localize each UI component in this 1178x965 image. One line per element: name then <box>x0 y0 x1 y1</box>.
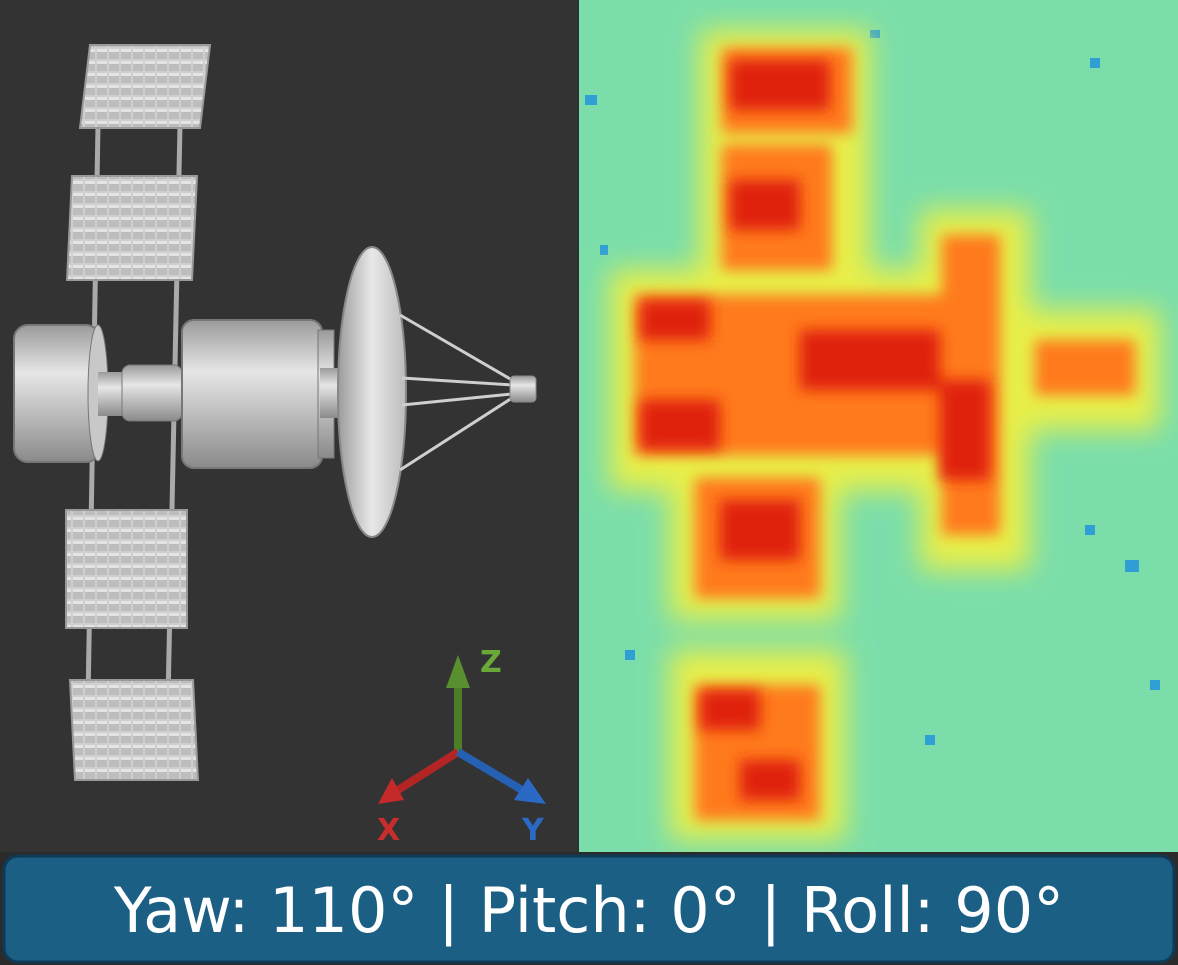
z-label: Z <box>480 645 502 680</box>
caption: Yaw: 110° | Pitch: 0° | Roll: 90° <box>113 874 1064 948</box>
caption-bar <box>2 854 1176 964</box>
axis-gizmo: Z X Y <box>377 645 546 848</box>
heatmap <box>579 0 1178 852</box>
y-label: Y <box>521 813 545 848</box>
x-label: X <box>377 813 400 848</box>
satellite <box>13 44 537 781</box>
